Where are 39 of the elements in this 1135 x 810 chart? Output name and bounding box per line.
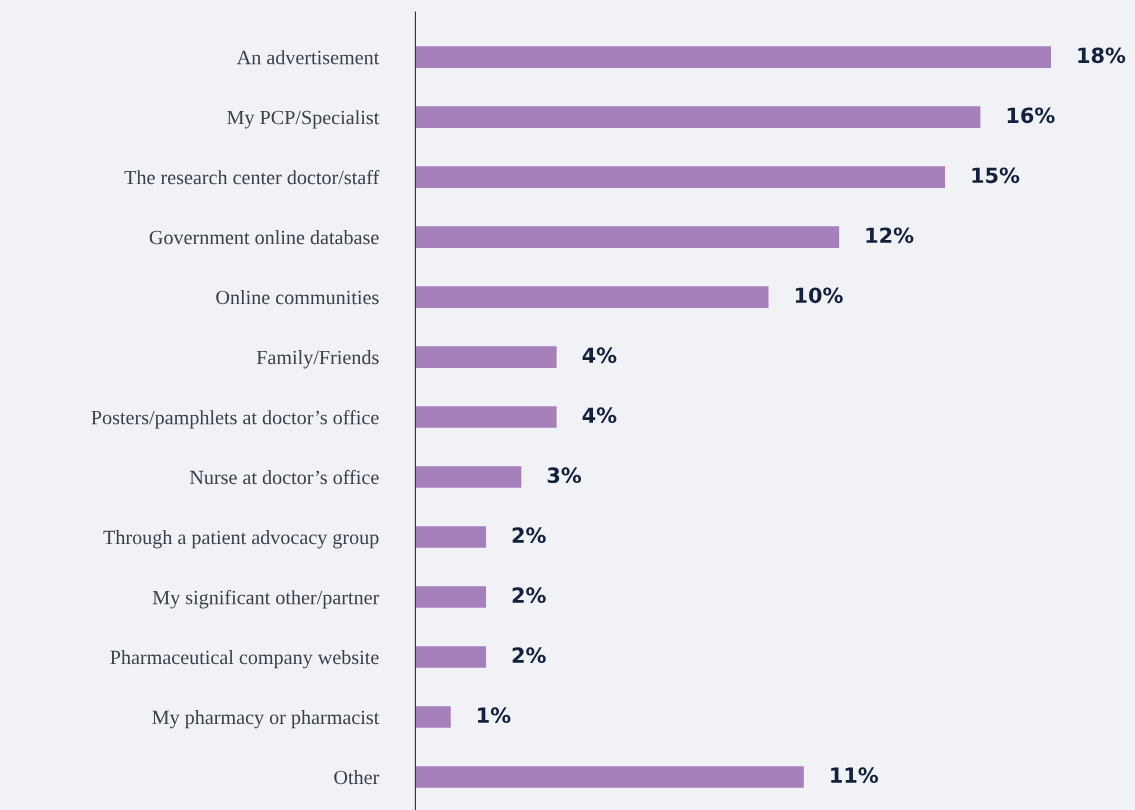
- y-tick-label: My significant other/partner: [152, 589, 380, 609]
- bar: [415, 346, 557, 368]
- data-label: 12%: [866, 227, 914, 244]
- bar: [415, 706, 451, 728]
- y-tick-label: Nurse at doctor’s office: [189, 469, 379, 485]
- y-tick-label: Other: [334, 770, 380, 785]
- y-tick-label: An advertisement: [236, 50, 380, 65]
- data-label: 2%: [512, 587, 546, 604]
- y-tick-label: My pharmacy or pharmacist: [152, 710, 380, 729]
- bar: [415, 286, 769, 308]
- data-label: 15%: [972, 167, 1020, 184]
- y-tick-label: Government online database: [149, 230, 379, 245]
- data-label: 2%: [512, 527, 546, 544]
- bar: [415, 586, 487, 608]
- bar: [415, 766, 804, 788]
- data-label: 4%: [582, 347, 617, 364]
- y-tick-label: Posters/pamphlets at doctor’s office: [91, 409, 379, 429]
- y-tick-label: Pharmaceutical company website: [110, 650, 379, 669]
- bar: [415, 106, 981, 128]
- bar: [415, 466, 522, 488]
- data-label: 10%: [795, 287, 843, 304]
- bar: [415, 46, 1052, 68]
- y-tick-label: The research center doctor/staff: [124, 169, 380, 185]
- bar: [415, 406, 557, 428]
- data-label: 2%: [512, 647, 546, 664]
- y-tick-label: My PCP/Specialist: [227, 110, 380, 129]
- data-label: 3%: [547, 467, 582, 484]
- data-label: 18%: [1078, 47, 1126, 64]
- data-label: 16%: [1007, 107, 1055, 124]
- y-tick-label: Online communities: [216, 290, 379, 305]
- data-label: 4%: [582, 407, 617, 424]
- y-tick-label: Through a patient advocacy group: [103, 530, 379, 549]
- data-label: 11%: [831, 767, 879, 784]
- bar: [415, 226, 840, 248]
- bar: [415, 526, 487, 548]
- bar: [415, 646, 487, 668]
- bar: [415, 166, 946, 188]
- y-tick-label: Family/Friends: [256, 350, 379, 369]
- data-label: 1%: [478, 707, 511, 724]
